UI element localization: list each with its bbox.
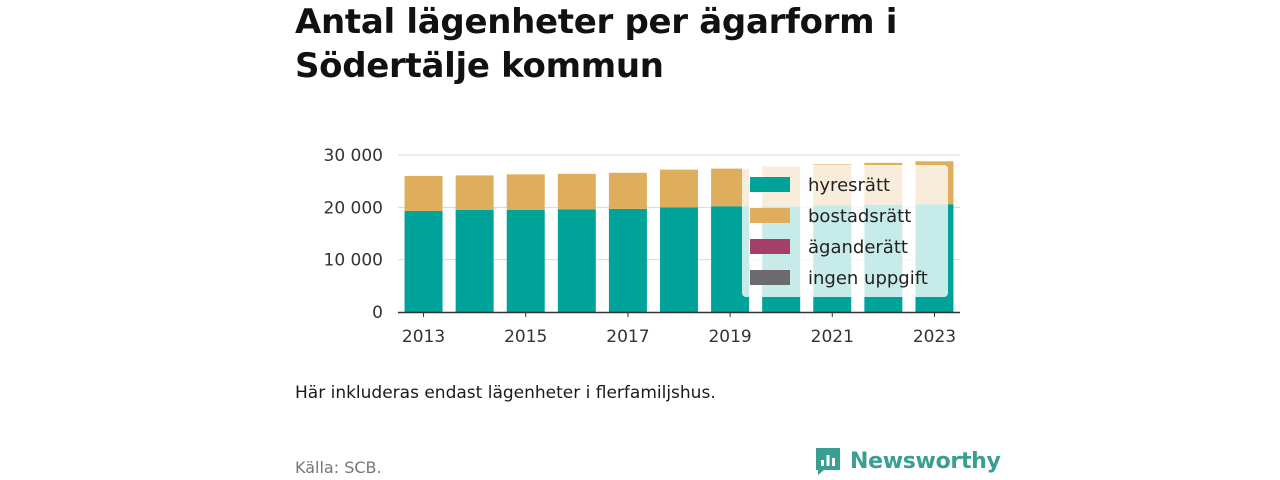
bar-segment <box>404 175 443 211</box>
x-tick-label: 2013 <box>402 327 445 347</box>
x-tick-label: 2015 <box>504 327 547 347</box>
y-tick-label: 10 000 <box>324 251 383 271</box>
chart-title: Antal lägenheter per ägarform i Södertäl… <box>295 2 898 86</box>
bar-segment <box>455 209 494 312</box>
bar-segment <box>557 209 596 312</box>
bar-segment <box>506 174 545 210</box>
y-tick-label: 0 <box>372 303 383 323</box>
legend-swatch <box>750 208 790 223</box>
x-tick-label: 2017 <box>606 327 649 347</box>
bar-segment <box>660 207 698 312</box>
x-tick-label: 2023 <box>913 327 956 347</box>
legend-box <box>742 165 948 297</box>
y-tick-label: 20 000 <box>324 198 383 218</box>
bar-segment <box>404 210 443 312</box>
legend-swatch <box>750 177 790 192</box>
legend-label: hyresrätt <box>808 175 890 196</box>
x-tick-label: 2019 <box>708 327 751 347</box>
chart-note: Här inkluderas endast lägenheter i flerf… <box>295 383 716 403</box>
legend-swatch <box>750 270 790 285</box>
brand-name: Newsworthy <box>850 448 1001 474</box>
x-tick-label: 2021 <box>811 327 854 347</box>
bar-segment <box>608 208 647 312</box>
bar-segment <box>660 169 698 208</box>
source-text: Källa: SCB. <box>295 458 382 477</box>
bar-segment <box>608 172 647 209</box>
legend-label: bostadsrätt <box>808 206 911 227</box>
bar-segment <box>455 175 494 210</box>
bar-chart-speech-icon <box>816 448 840 475</box>
newsworthy-logo: Newsworthy <box>814 446 1001 476</box>
y-tick-label: 30 000 <box>324 146 383 166</box>
bar-segment <box>557 173 596 210</box>
legend-label: äganderätt <box>808 237 908 258</box>
bar-segment <box>506 209 545 312</box>
legend-swatch <box>750 239 790 254</box>
legend-label: ingen uppgift <box>808 268 928 289</box>
